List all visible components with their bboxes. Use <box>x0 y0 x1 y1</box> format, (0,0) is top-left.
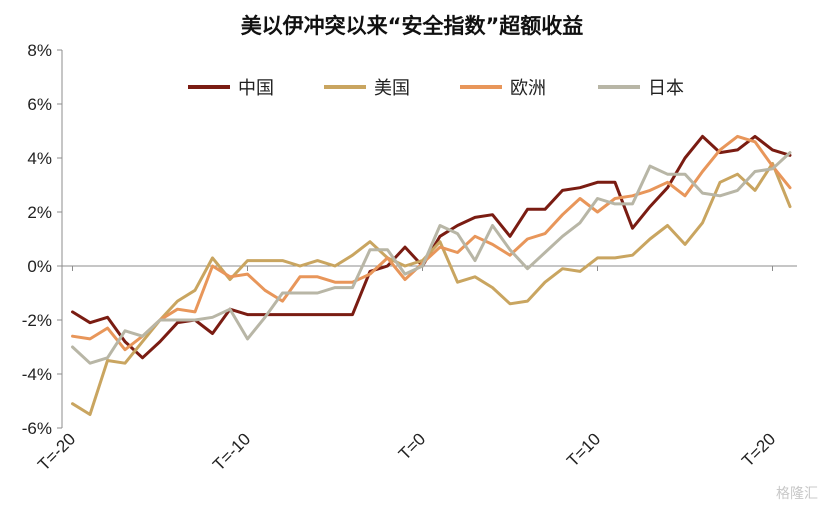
x-axis: T=-20 T=-10 T=0 T=10 T=20 <box>34 265 797 475</box>
y-tick-label: 4% <box>27 149 52 168</box>
series-line <box>71 134 792 352</box>
legend-label: 美国 <box>374 78 410 99</box>
y-tick-label: 2% <box>27 203 52 222</box>
legend-label: 日本 <box>648 78 684 99</box>
legend: 中国 美国 欧洲 日本 <box>188 78 684 99</box>
chart-title: 美以伊冲突以来“安全指数”超额收益 <box>240 14 584 38</box>
y-tick-label: 8% <box>27 41 52 60</box>
y-tick-label: 0% <box>27 257 52 276</box>
legend-label: 中国 <box>238 78 274 99</box>
series-line <box>71 151 792 365</box>
series-line <box>71 161 792 416</box>
x-tick-label: T=0 <box>395 429 429 463</box>
x-tick-label: T=20 <box>738 429 779 470</box>
watermark: 格隆汇 <box>776 486 818 502</box>
x-tick-label: T=10 <box>563 429 604 470</box>
legend-label: 欧洲 <box>510 78 546 99</box>
series-lines <box>71 134 792 416</box>
x-tick-label: T=-10 <box>209 429 254 474</box>
y-tick-label: -6% <box>22 419 52 438</box>
y-axis: -6% -4% -2% 0% 2% 4% 6% 8% <box>22 41 63 438</box>
y-tick-label: -4% <box>22 365 52 384</box>
y-tick-label: -2% <box>22 311 52 330</box>
y-tick-label: 6% <box>27 95 52 114</box>
